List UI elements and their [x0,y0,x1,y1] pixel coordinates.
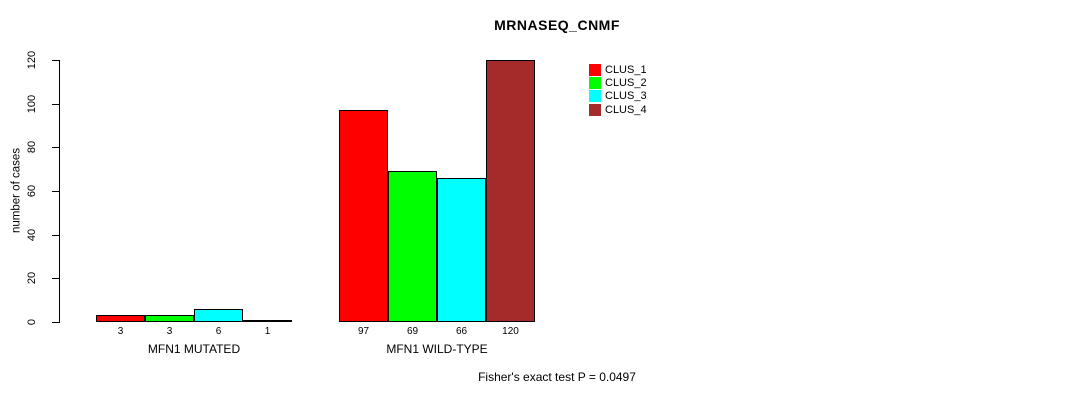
bar-value-label: 66 [455,326,468,337]
legend-label: CLUS_2 [605,76,647,89]
group-label-mfn1-wild-type: MFN1 WILD-TYPE [386,342,488,356]
y-tick-label: 100 [26,94,38,114]
y-tick-mark [52,60,59,61]
bar-value-label: 120 [502,326,519,337]
legend-label: CLUS_4 [605,103,647,116]
bar-value-label: 1 [264,326,271,337]
bar-value-label: 6 [215,326,222,337]
y-tick-mark [52,322,59,323]
bar-value-label: 69 [406,326,419,337]
legend-swatch-clus_3 [589,90,601,103]
y-tick-mark [52,278,59,279]
bar-clus_2-mfn1-mutated [145,315,194,322]
bar-clus_2-mfn1-wild-type [388,171,437,322]
y-tick-label: 80 [26,140,38,154]
y-tick-mark [52,147,59,148]
legend-swatch-clus_4 [589,103,601,116]
y-tick-label: 60 [26,184,38,198]
y-tick-label: 20 [26,271,38,285]
legend-row: CLUS_3 [589,90,647,103]
bar-clus_4-mfn1-mutated [243,320,292,322]
legend-label: CLUS_1 [605,63,647,76]
group-label-mfn1-mutated: MFN1 MUTATED [147,342,241,356]
y-tick-mark [52,235,59,236]
bar-clus_3-mfn1-mutated [194,309,243,322]
bar-clus_3-mfn1-wild-type [437,178,486,322]
bar-value-label: 97 [357,326,370,337]
legend-row: CLUS_1 [589,63,647,76]
bar-clus_1-mfn1-mutated [96,315,145,322]
bar-clus_1-mfn1-wild-type [339,110,388,322]
legend-label: CLUS_3 [605,90,647,103]
footnote: Fisher's exact test P = 0.0497 [478,370,636,384]
bar-clus_4-mfn1-wild-type [486,60,535,322]
y-tick-mark [52,104,59,105]
legend-swatch-clus_1 [589,63,601,76]
legend-swatch-clus_2 [589,76,601,89]
bar-value-label: 3 [117,326,124,337]
y-tick-label: 120 [26,50,38,70]
y-axis [59,60,60,323]
chart-title: MRNASEQ_CNMF [494,17,620,33]
y-tick-label: 40 [26,228,38,242]
bar-value-label: 3 [166,326,173,337]
y-axis-label: number of cases [10,148,23,234]
y-tick-mark [52,191,59,192]
legend-row: CLUS_2 [589,76,647,89]
legend-row: CLUS_4 [589,103,647,116]
y-tick-label: 0 [26,318,38,326]
legend: CLUS_1 CLUS_2 CLUS_3 CLUS_4 [589,63,647,116]
